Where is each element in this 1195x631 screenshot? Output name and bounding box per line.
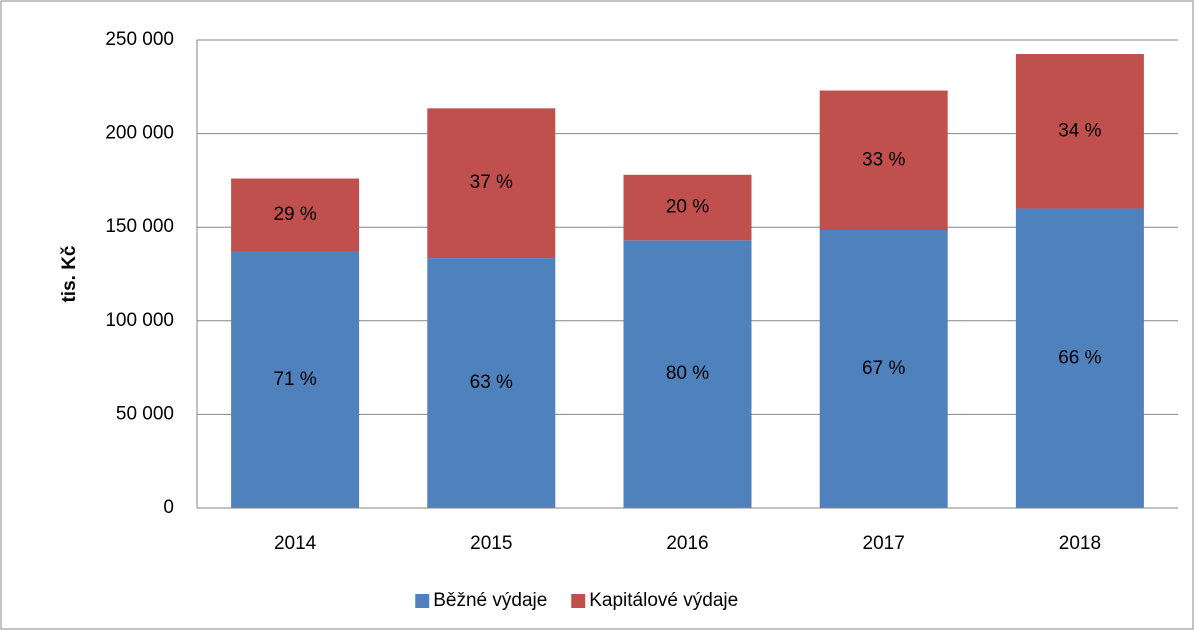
bar-segment bbox=[1015, 208, 1144, 509]
x-tick-label: 2014 bbox=[274, 533, 317, 554]
data-label: 20 % bbox=[666, 197, 709, 218]
bar-segment bbox=[1015, 54, 1144, 209]
bar-segment bbox=[427, 108, 556, 259]
y-axis-title: tis. Kč bbox=[59, 245, 80, 302]
legend-label: Kapitálové výdaje bbox=[589, 590, 738, 611]
x-tick-label: 2018 bbox=[1059, 533, 1101, 554]
legend-swatch bbox=[571, 594, 586, 608]
y-tick-label: 50 000 bbox=[116, 403, 174, 424]
data-label: 66 % bbox=[1058, 347, 1101, 368]
data-label: 34 % bbox=[1058, 120, 1101, 141]
data-label: 63 % bbox=[470, 372, 513, 393]
legend-label: Běžné výdaje bbox=[433, 590, 547, 611]
data-label: 33 % bbox=[862, 149, 905, 170]
y-tick-label: 200 000 bbox=[105, 123, 174, 144]
bar-segment bbox=[819, 230, 948, 508]
y-tick-label: 150 000 bbox=[105, 216, 174, 237]
y-tick-label: 100 000 bbox=[105, 310, 174, 331]
bar-segment bbox=[623, 240, 752, 508]
data-label: 71 % bbox=[273, 369, 316, 390]
data-label: 37 % bbox=[470, 172, 513, 193]
x-tick-label: 2017 bbox=[863, 533, 905, 554]
x-tick-label: 2016 bbox=[666, 533, 708, 554]
data-label: 67 % bbox=[862, 358, 905, 379]
bar-segment bbox=[427, 258, 556, 508]
legend-swatch bbox=[415, 594, 430, 608]
y-tick-label: 250 000 bbox=[105, 29, 174, 50]
bar-segment bbox=[231, 251, 360, 508]
y-tick-label: 0 bbox=[163, 497, 174, 518]
x-tick-label: 2015 bbox=[470, 533, 512, 554]
data-label: 29 % bbox=[273, 204, 316, 225]
bar-segment bbox=[819, 90, 948, 231]
bar-segment bbox=[623, 174, 752, 241]
data-label: 80 % bbox=[666, 363, 709, 384]
bar-segment bbox=[231, 178, 360, 252]
